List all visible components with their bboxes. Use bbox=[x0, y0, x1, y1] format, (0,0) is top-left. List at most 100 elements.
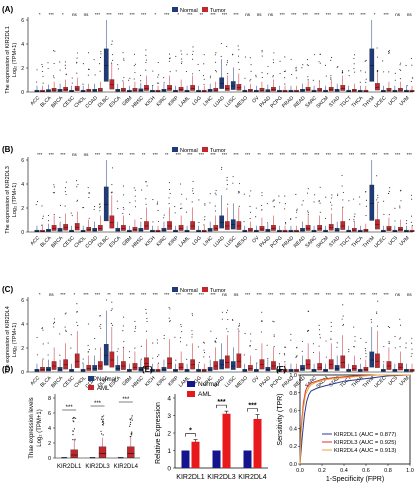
category-label: LGG bbox=[191, 235, 203, 247]
outlier-point bbox=[64, 187, 66, 189]
category-label: KIRC bbox=[155, 95, 168, 108]
box-tumor bbox=[282, 89, 288, 92]
significance-label: ns bbox=[407, 292, 413, 297]
box-tumor bbox=[167, 221, 172, 230]
box-tumor bbox=[363, 89, 369, 92]
outlier-point bbox=[376, 312, 378, 315]
outlier-point bbox=[145, 180, 147, 183]
significance-label: *** bbox=[164, 12, 170, 17]
outlier-point bbox=[47, 220, 50, 222]
significance-label: *** bbox=[95, 12, 101, 17]
box-tumor bbox=[398, 88, 403, 92]
outlier-point bbox=[152, 342, 154, 344]
box-normal bbox=[150, 89, 155, 92]
outlier-point bbox=[284, 83, 286, 85]
category-label: KICH bbox=[144, 95, 157, 108]
box-normal bbox=[219, 77, 225, 89]
outlier-point bbox=[71, 77, 73, 79]
outlier-point bbox=[181, 331, 183, 333]
outlier-point bbox=[365, 352, 367, 354]
outlier-point bbox=[42, 343, 44, 345]
box-tumor bbox=[121, 361, 126, 370]
legend: Normal Tumor bbox=[172, 147, 226, 154]
significance-label: ns bbox=[407, 12, 413, 17]
box-tumor bbox=[132, 227, 138, 232]
category-label: PCPG bbox=[269, 95, 283, 109]
panel-label: (D) bbox=[2, 365, 13, 374]
outlier-point bbox=[53, 192, 55, 194]
box-normal bbox=[334, 88, 340, 92]
outlier-point bbox=[342, 206, 344, 208]
box-tumor bbox=[317, 363, 322, 371]
box-normal bbox=[369, 351, 375, 368]
outlier-point bbox=[145, 59, 147, 61]
box-normal bbox=[357, 368, 363, 372]
y-tick-label: 6 bbox=[21, 158, 24, 164]
outlier-point bbox=[53, 62, 55, 65]
outlier-point bbox=[88, 348, 90, 351]
box-normal bbox=[92, 228, 98, 232]
outlier-point bbox=[131, 419, 133, 421]
category-label: ESCA bbox=[108, 95, 122, 109]
significance-label: *** bbox=[199, 292, 205, 297]
y-tick-label: 2 bbox=[21, 346, 24, 352]
outlier-point bbox=[203, 341, 205, 343]
legend-label-aml: AML bbox=[97, 386, 110, 392]
legend-label-normal: Normal bbox=[180, 288, 198, 294]
box-tumor bbox=[363, 228, 369, 232]
outlier-point bbox=[145, 69, 147, 71]
outlier-point bbox=[123, 340, 125, 343]
outlier-point bbox=[168, 317, 170, 319]
outlier-point bbox=[388, 214, 390, 216]
significance-label: *** bbox=[349, 152, 355, 157]
y-tick-label: 2 bbox=[167, 431, 171, 438]
significance-bracket bbox=[247, 408, 258, 412]
outlier-point bbox=[65, 330, 67, 333]
box-tumor bbox=[386, 361, 392, 370]
box-tumor bbox=[328, 359, 334, 370]
outlier-point bbox=[203, 356, 205, 358]
outlier-point bbox=[284, 77, 286, 79]
panel-f: (F) 0.00.0 0.2 0.2 0.4 0.4 0.6 0.6 0.8 0.8 1.0 1.0 1… bbox=[276, 365, 414, 483]
box-normal bbox=[173, 229, 178, 232]
outlier-point bbox=[214, 210, 217, 212]
significance-label: ** bbox=[257, 152, 261, 157]
significance-label: *** bbox=[222, 152, 228, 157]
category-label: KIR2DL4 bbox=[114, 464, 139, 470]
category-label: KIR2DL1 bbox=[176, 474, 205, 481]
outlier-point bbox=[377, 197, 379, 199]
outlier-point bbox=[73, 417, 75, 419]
outlier-point bbox=[388, 190, 390, 192]
box-normal bbox=[254, 368, 259, 372]
outlier-point bbox=[203, 54, 205, 56]
outlier-point bbox=[226, 188, 228, 190]
outlier-point bbox=[111, 54, 114, 56]
outlier-point bbox=[122, 325, 124, 327]
outlier-point bbox=[238, 325, 240, 327]
outlier-point bbox=[131, 415, 133, 417]
outlier-point bbox=[307, 214, 309, 216]
box-tumor bbox=[40, 367, 45, 372]
box-tumor bbox=[236, 353, 242, 368]
outlier-point bbox=[65, 74, 67, 76]
outlier-point bbox=[250, 211, 252, 213]
box-tumor bbox=[51, 225, 57, 231]
outlier-point bbox=[399, 205, 401, 207]
outlier-point bbox=[180, 62, 182, 65]
outlier-point bbox=[180, 207, 182, 210]
box-tumor bbox=[282, 368, 288, 372]
outlier-point bbox=[249, 57, 251, 59]
box-tumor bbox=[224, 85, 230, 91]
box-tumor bbox=[340, 221, 346, 230]
outlier-point bbox=[36, 336, 38, 339]
outlier-point bbox=[181, 58, 183, 60]
box-tumor bbox=[259, 226, 265, 231]
box-tumor bbox=[109, 351, 115, 368]
outlier-point bbox=[295, 66, 297, 68]
significance-label: *** bbox=[83, 292, 89, 297]
roc-line-1 bbox=[299, 374, 411, 465]
x-tick-label: 0.6 bbox=[362, 468, 370, 474]
outlier-point bbox=[198, 362, 200, 364]
box-tumor bbox=[317, 88, 322, 92]
outlier-point bbox=[250, 70, 252, 72]
